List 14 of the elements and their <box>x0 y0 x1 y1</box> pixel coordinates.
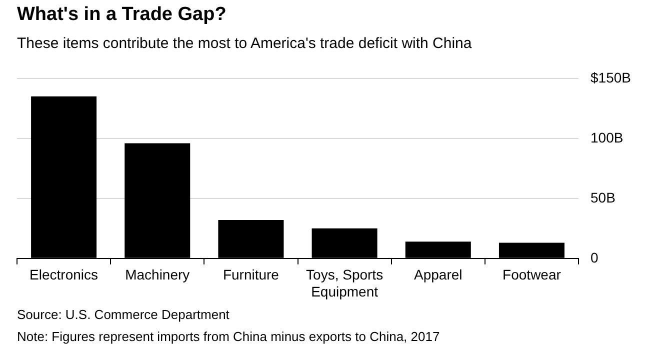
x-tick-label: Footwear <box>502 266 562 283</box>
x-tick-label: Electronics <box>30 266 98 283</box>
y-tick-label: 0 <box>590 249 599 266</box>
x-tick-label: Apparel <box>414 266 462 283</box>
chart-subtitle: These items contribute the most to America's trade deficit with China <box>17 35 472 52</box>
text: Note: Figures represent imports from China minus exports to China, 2017 <box>17 328 440 346</box>
chart-title: What's in a Trade Gap? <box>17 4 226 26</box>
y-tick-label: 50B <box>590 189 616 206</box>
x-tick-label: Toys, Sports Equipment <box>306 266 384 300</box>
x-tick-label: Machinery <box>125 266 190 283</box>
y-tick-label: 100B <box>590 129 624 146</box>
x-tick-label: Furniture <box>222 266 280 283</box>
source-note: Source: U.S. Commerce Department <box>17 306 230 324</box>
y-tick-label: $150B <box>590 69 631 86</box>
